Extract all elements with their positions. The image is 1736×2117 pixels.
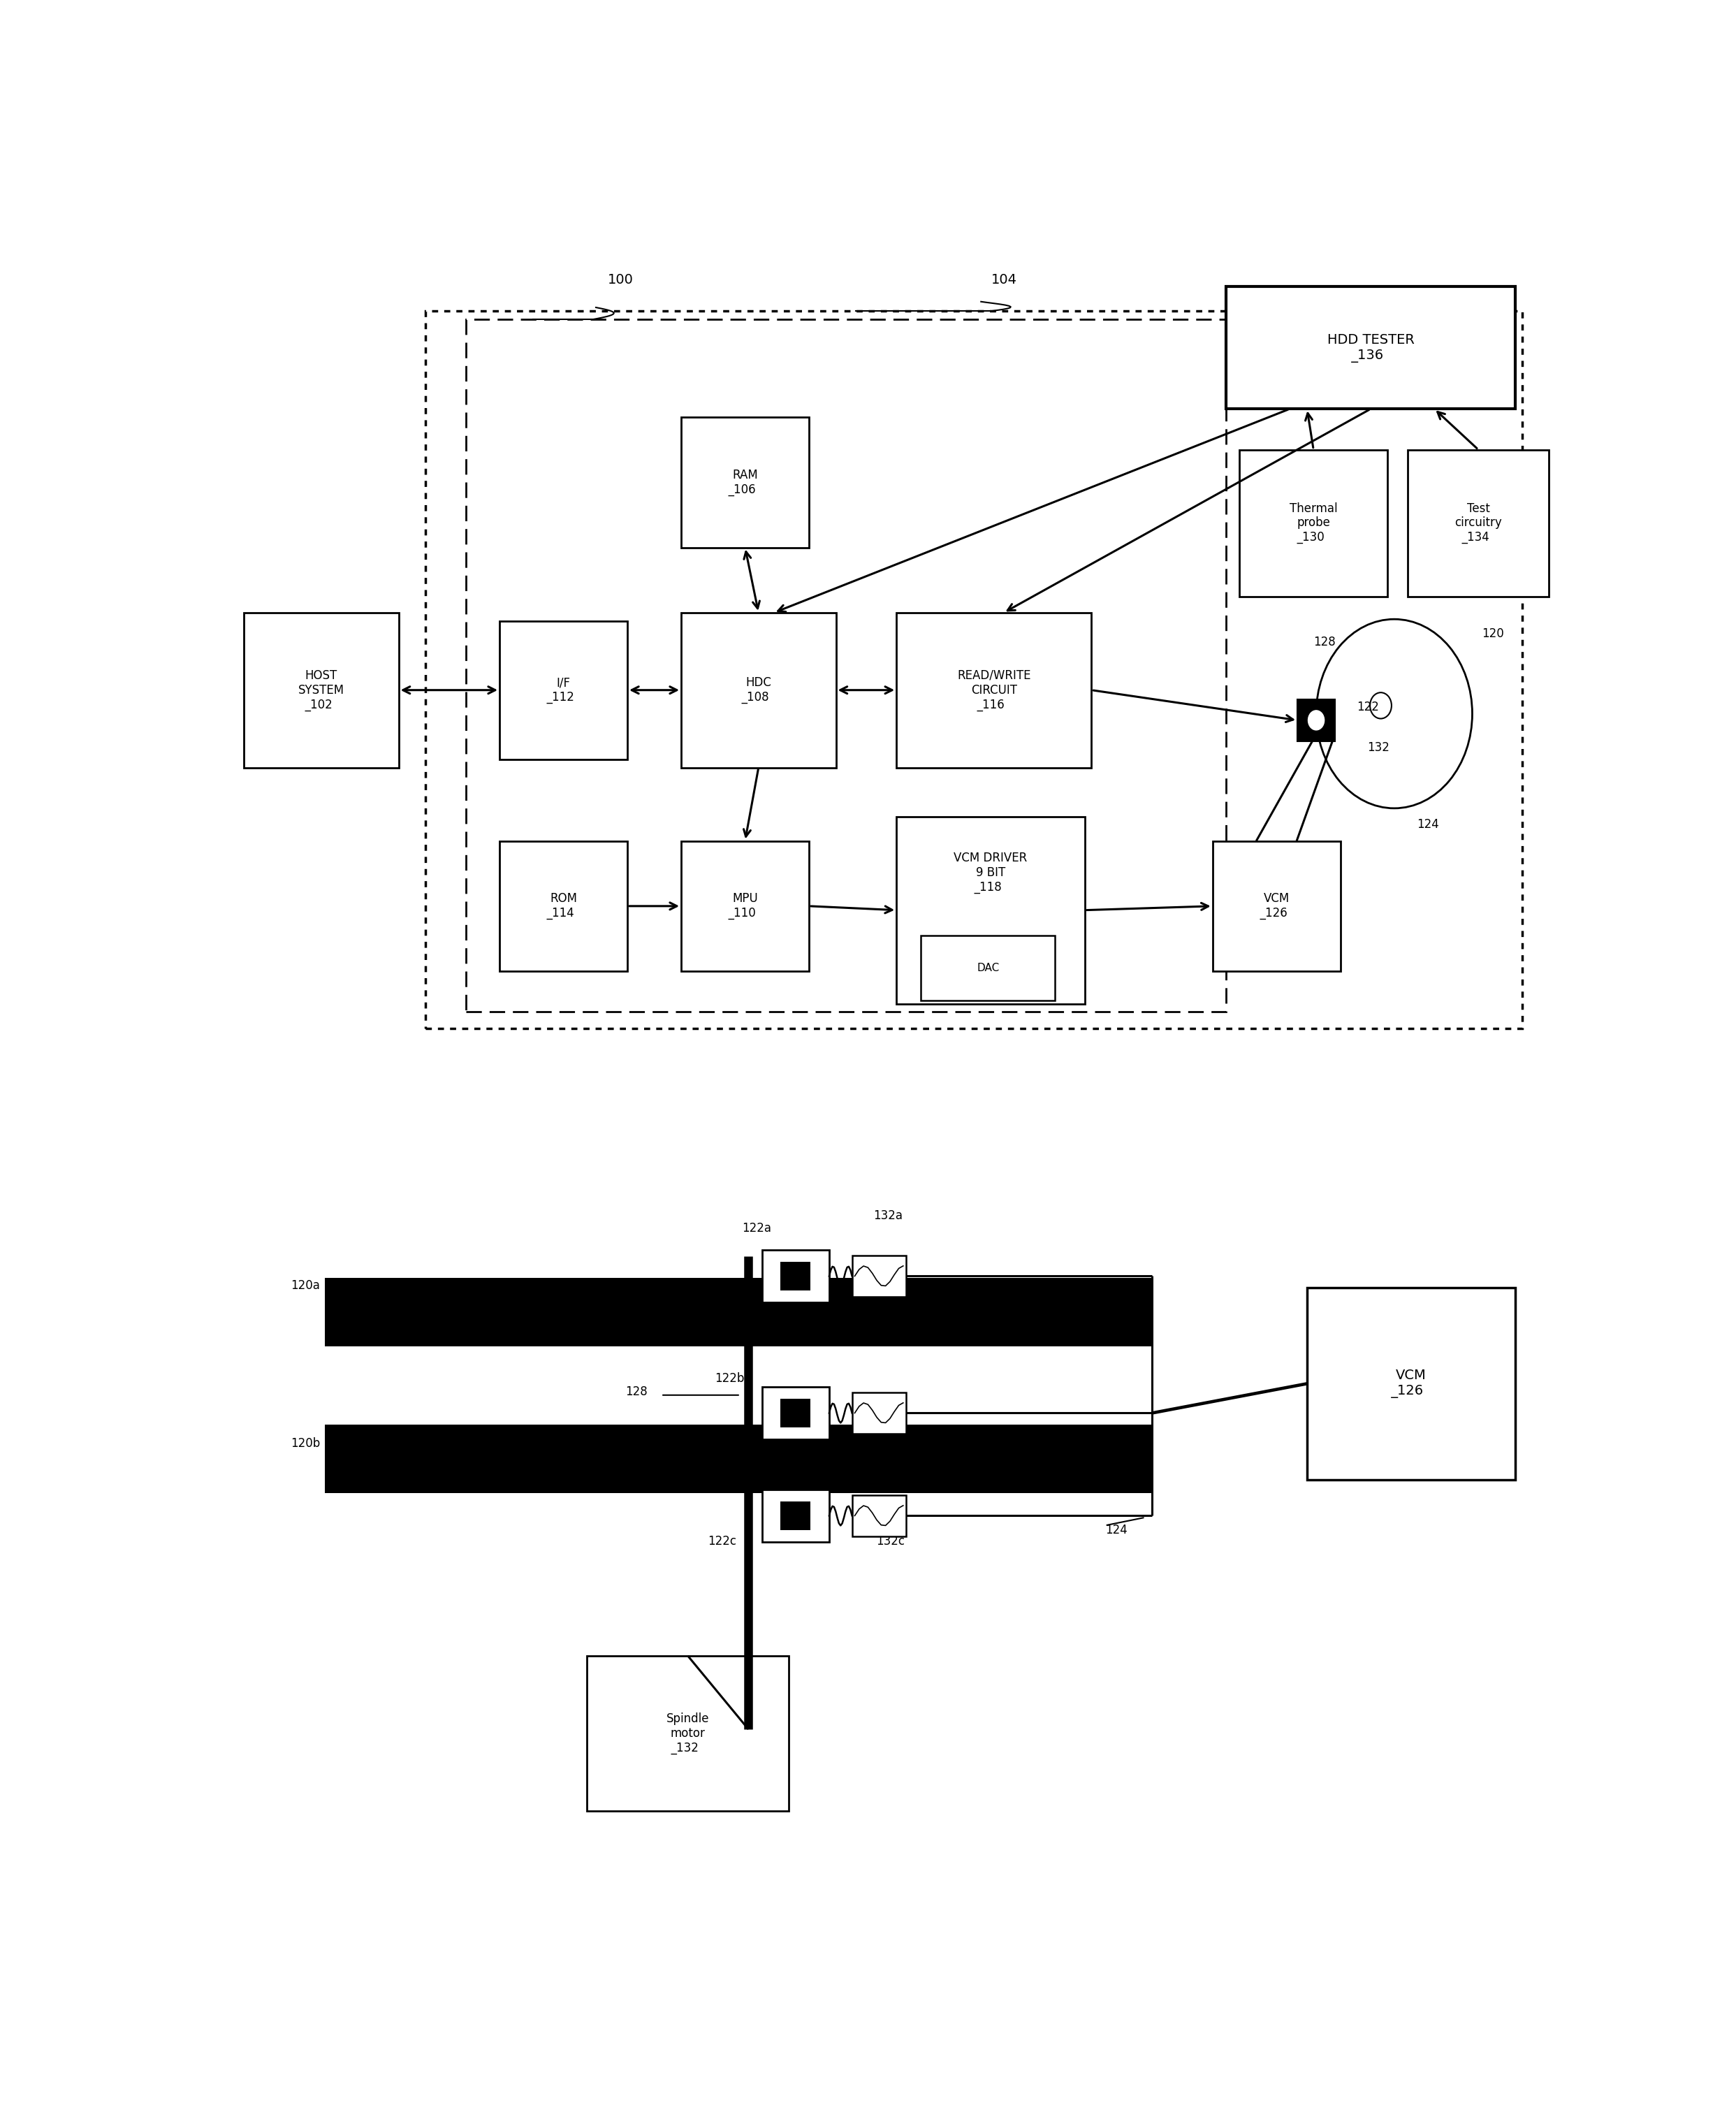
FancyBboxPatch shape — [243, 612, 399, 768]
Text: HDD TESTER
̲136: HDD TESTER ̲136 — [1326, 332, 1415, 362]
Text: 120: 120 — [1483, 627, 1503, 639]
FancyBboxPatch shape — [781, 1262, 811, 1291]
Text: 120b: 120b — [292, 1437, 321, 1450]
Text: 132b: 132b — [877, 1433, 906, 1446]
FancyBboxPatch shape — [1408, 449, 1549, 597]
Text: ROM
̲114: ROM ̲114 — [550, 893, 576, 919]
Text: HOST
SYSTEM
̲102: HOST SYSTEM ̲102 — [299, 669, 344, 711]
FancyBboxPatch shape — [896, 612, 1092, 768]
FancyBboxPatch shape — [325, 1279, 1153, 1346]
Text: VCM
̲126: VCM ̲126 — [1396, 1370, 1427, 1399]
FancyBboxPatch shape — [1297, 699, 1335, 741]
FancyBboxPatch shape — [852, 1255, 906, 1296]
FancyBboxPatch shape — [325, 1425, 1153, 1492]
Text: 122b: 122b — [715, 1372, 745, 1385]
Text: HDC
̲108: HDC ̲108 — [746, 677, 771, 703]
FancyBboxPatch shape — [681, 840, 809, 972]
Text: 124: 124 — [1417, 817, 1439, 830]
FancyBboxPatch shape — [762, 1387, 830, 1440]
FancyBboxPatch shape — [896, 817, 1085, 1003]
Text: I/F
̲112: I/F ̲112 — [552, 677, 575, 703]
Text: 104: 104 — [991, 273, 1017, 286]
FancyBboxPatch shape — [1226, 286, 1516, 409]
FancyBboxPatch shape — [1240, 449, 1387, 597]
FancyBboxPatch shape — [465, 320, 1226, 1012]
FancyBboxPatch shape — [762, 1249, 830, 1302]
FancyBboxPatch shape — [852, 1495, 906, 1537]
Text: MPU
̲110: MPU ̲110 — [733, 893, 759, 919]
Text: 122: 122 — [1356, 701, 1378, 713]
FancyBboxPatch shape — [681, 417, 809, 548]
FancyBboxPatch shape — [500, 620, 627, 760]
FancyBboxPatch shape — [852, 1393, 906, 1433]
Text: 120a: 120a — [292, 1279, 319, 1291]
Text: Spindle
motor
̲132: Spindle motor ̲132 — [667, 1713, 710, 1755]
FancyBboxPatch shape — [920, 936, 1055, 1001]
Text: 124: 124 — [1106, 1524, 1127, 1537]
FancyBboxPatch shape — [1307, 1287, 1516, 1480]
FancyBboxPatch shape — [1212, 840, 1340, 972]
FancyBboxPatch shape — [781, 1399, 811, 1427]
FancyBboxPatch shape — [425, 311, 1522, 1029]
Text: 122c: 122c — [708, 1535, 736, 1548]
Text: Test
circuitry
̲134: Test circuitry ̲134 — [1455, 502, 1502, 544]
FancyBboxPatch shape — [587, 1655, 788, 1810]
Text: 128: 128 — [1314, 635, 1335, 648]
FancyBboxPatch shape — [781, 1501, 811, 1531]
Text: VCM
̲126: VCM ̲126 — [1264, 893, 1290, 919]
Text: DAC: DAC — [977, 963, 1000, 974]
Circle shape — [1309, 711, 1325, 730]
FancyBboxPatch shape — [762, 1490, 830, 1541]
Text: 100: 100 — [608, 273, 634, 286]
Text: 132a: 132a — [873, 1209, 903, 1222]
Text: Thermal
probe
̲130: Thermal probe ̲130 — [1290, 502, 1337, 544]
Text: 128: 128 — [625, 1385, 648, 1397]
FancyBboxPatch shape — [500, 840, 627, 972]
Text: 132: 132 — [1368, 741, 1389, 754]
Text: VCM DRIVER
9 BIT
̲118: VCM DRIVER 9 BIT ̲118 — [953, 851, 1028, 893]
Text: READ/WRITE
CIRCUIT
̲116: READ/WRITE CIRCUIT ̲116 — [957, 669, 1031, 711]
FancyBboxPatch shape — [681, 612, 835, 768]
Text: 122a: 122a — [741, 1222, 771, 1234]
Text: 132c: 132c — [877, 1535, 904, 1548]
Text: RAM
̲106: RAM ̲106 — [733, 468, 759, 495]
